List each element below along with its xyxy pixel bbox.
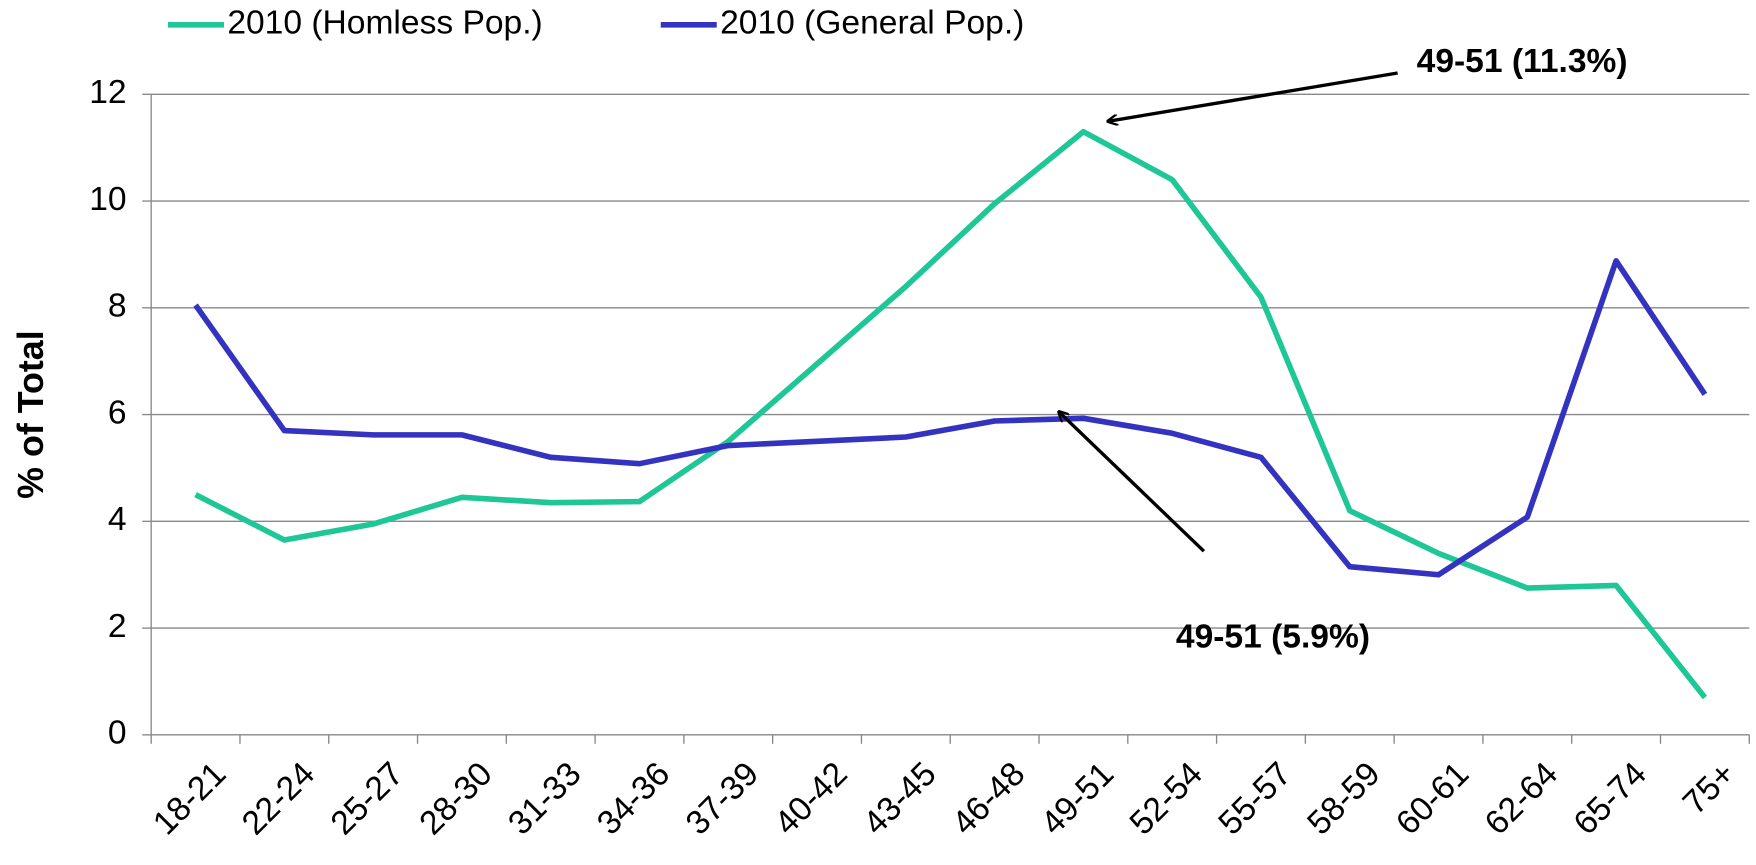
x-tick-label: 46-48 (945, 755, 1032, 842)
y-axis-title: % of Total (11, 330, 51, 499)
x-tick-label: 22-24 (235, 755, 322, 842)
annotation: 49-51 (5.9%) (1176, 618, 1370, 655)
annotation-arrow (1059, 412, 1206, 553)
x-tick-label: 75+ (1676, 755, 1742, 821)
y-tick-label: 8 (108, 288, 127, 325)
y-tick-label: 6 (108, 394, 127, 431)
x-tick-label: 55-57 (1212, 755, 1299, 842)
y-tick-label: 12 (89, 74, 126, 111)
x-tick-label: 49-51 (1034, 755, 1121, 842)
annotation: 49-51 (11.3%) (1417, 43, 1628, 80)
x-tick-label: 65-74 (1567, 755, 1654, 842)
x-tick-label: 62-64 (1478, 755, 1565, 842)
x-tick-label: 34-36 (590, 755, 677, 842)
y-tick-label: 0 (108, 715, 127, 752)
x-tick-label: 58-59 (1301, 755, 1388, 842)
y-tick-label: 2 (108, 608, 127, 645)
series-line (194, 128, 1708, 700)
x-tick-label: 37-39 (679, 755, 766, 842)
x-tick-label: 40-42 (768, 755, 855, 842)
y-tick-label: 10 (89, 181, 126, 218)
y-tick-label: 4 (108, 501, 127, 538)
legend-label: 2010 (Homless Pop.) (227, 5, 542, 42)
x-tick-label: 28-30 (413, 755, 500, 842)
annotation-arrow (1109, 71, 1398, 121)
x-tick-label: 43-45 (857, 755, 944, 842)
x-tick-label: 25-27 (324, 755, 411, 842)
x-tick-label: 18-21 (146, 755, 233, 842)
legend-label: 2010 (General Pop.) (720, 5, 1024, 42)
x-tick-label: 31-33 (502, 755, 589, 842)
x-tick-label: 52-54 (1123, 755, 1210, 842)
x-tick-label: 60-61 (1389, 755, 1476, 842)
series-line (193, 258, 1708, 578)
